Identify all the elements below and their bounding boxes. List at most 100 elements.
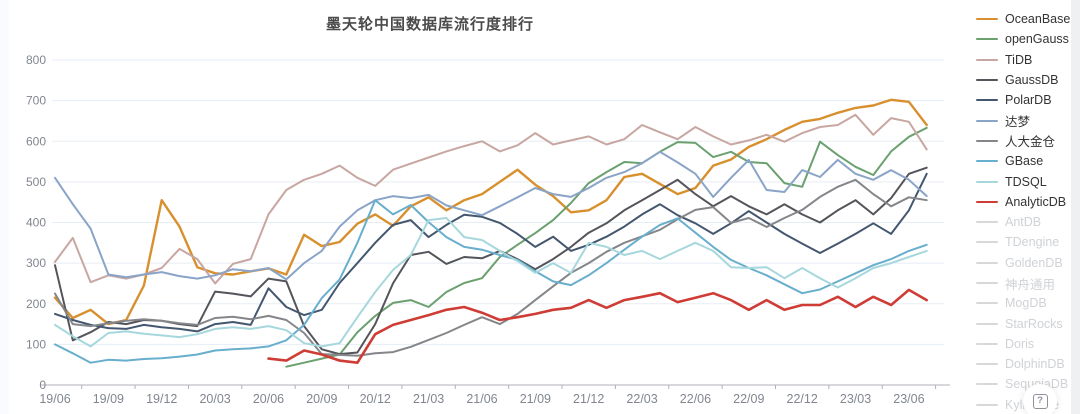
legend-line-swatch: [976, 38, 998, 41]
x-axis-tick-label: 20/09: [306, 392, 337, 406]
legend-line-swatch: [976, 363, 998, 366]
legend-line-swatch: [976, 403, 998, 406]
legend-label: MogDB: [1005, 296, 1047, 311]
series-line-TiDB: [54, 113, 928, 285]
series-line-人大金仓: [54, 178, 928, 357]
chart-title: 墨天轮中国数据库流行度排行: [325, 16, 534, 33]
x-axis-tick-label: 19/12: [146, 392, 177, 406]
legend-line-swatch: [976, 221, 998, 224]
x-axis-tick-label: 19/06: [39, 392, 70, 406]
series-line-AnalyticDB: [267, 288, 929, 365]
legend-item-TDSQL[interactable]: TDSQL: [976, 171, 1076, 191]
legend-label: openGauss: [1005, 32, 1069, 47]
chart-legend: OceanBase openGauss TiDB GaussDB PolarDB 达梦人大…: [976, 9, 1076, 414]
legend-line-swatch: [976, 342, 998, 345]
series-line-GBase: [54, 199, 928, 364]
legend-line-swatch: [976, 302, 998, 305]
x-axis-tick-label: 21/03: [413, 392, 444, 406]
x-axis-tick-label: 20/03: [199, 392, 230, 406]
x-axis-tick-label: 22/03: [626, 392, 657, 406]
y-axis-tick-label: 700: [26, 94, 46, 108]
legend-line-swatch: [976, 79, 998, 82]
legend-label: GoldenDB: [1005, 255, 1063, 270]
legend-item-GaussDB[interactable]: GaussDB: [976, 70, 1076, 90]
y-axis-tick-label: 500: [26, 175, 46, 189]
legend-item-GoldenDB[interactable]: GoldenDB: [976, 253, 1076, 273]
question-icon: ?: [1032, 393, 1048, 409]
legend-item-神舟通用[interactable]: 神舟通用: [976, 273, 1076, 293]
y-axis-tick-label: 0: [39, 378, 46, 392]
legend-line-swatch: [976, 180, 998, 183]
x-axis-tick-label: 22/12: [787, 392, 818, 406]
legend-label: 人大金仓: [1005, 135, 1056, 150]
legend-item-TiDB[interactable]: TiDB: [976, 50, 1076, 70]
legend-line-swatch: [976, 18, 998, 21]
legend-item-TDengine[interactable]: TDengine: [976, 232, 1076, 252]
y-axis-tick-label: 800: [26, 53, 46, 67]
x-axis-tick-label: 21/09: [520, 392, 551, 406]
legend-item-MogDB[interactable]: MogDB: [976, 293, 1076, 313]
x-axis-tick-label: 20/12: [360, 392, 391, 406]
help-button[interactable]: ?: [1023, 384, 1057, 414]
y-axis-tick-label: 400: [26, 216, 46, 230]
legend-item-GBase[interactable]: GBase: [976, 151, 1076, 171]
legend-line-swatch: [976, 241, 998, 244]
legend-label: GBase: [1005, 154, 1044, 169]
legend-label: TDengine: [1005, 235, 1060, 250]
legend-line-swatch: [976, 58, 998, 61]
legend-item-AnalyticDB[interactable]: AnalyticDB: [976, 192, 1076, 212]
x-axis-tick-label: 19/09: [93, 392, 124, 406]
legend-line-swatch: [976, 160, 998, 163]
x-axis-tick-label: 23/06: [893, 392, 924, 406]
legend-item-PolarDB[interactable]: PolarDB: [976, 90, 1076, 110]
legend-item-OceanBase[interactable]: OceanBase: [976, 9, 1076, 29]
legend-label: GaussDB: [1005, 73, 1059, 88]
legend-label: StarRocks: [1005, 316, 1063, 331]
y-axis-tick-label: 200: [26, 297, 46, 311]
legend-item-StarRocks[interactable]: StarRocks: [976, 313, 1076, 333]
right-edge-strip: [1071, 0, 1080, 414]
legend-label: OceanBase: [1005, 12, 1071, 27]
x-axis-tick-label: 21/06: [466, 392, 497, 406]
legend-label: TiDB: [1005, 52, 1033, 67]
x-axis-tick-label: 21/12: [573, 392, 604, 406]
y-axis-tick-label: 100: [26, 337, 46, 351]
legend-line-swatch: [976, 322, 998, 325]
series-line-OceanBase: [53, 98, 928, 326]
x-axis-tick-label: 23/03: [840, 392, 871, 406]
legend-label: DolphinDB: [1005, 357, 1065, 372]
y-axis-tick-label: 300: [26, 256, 46, 270]
legend-line-swatch: [976, 200, 998, 203]
legend-label: 达梦: [1005, 115, 1031, 130]
series-line-openGauss: [285, 126, 928, 368]
legend-label: AnalyticDB: [1005, 194, 1067, 209]
legend-label: 神舟通用: [1005, 277, 1056, 292]
series-line-TDSQL: [54, 217, 928, 348]
legend-line-swatch: [976, 282, 998, 284]
legend-line-swatch: [976, 261, 998, 264]
legend-item-Doris[interactable]: Doris: [976, 334, 1076, 354]
legend-item-DolphinDB[interactable]: DolphinDB: [976, 354, 1076, 374]
legend-line-swatch: [976, 99, 998, 102]
series-line-PolarDB: [54, 172, 928, 333]
legend-line-swatch: [976, 139, 998, 142]
x-axis-tick-label: 22/09: [733, 392, 764, 406]
x-axis-tick-label: 20/06: [253, 392, 284, 406]
legend-item-openGauss[interactable]: openGauss: [976, 29, 1076, 49]
legend-label: Doris: [1005, 336, 1035, 351]
legend-label: AntDB: [1005, 215, 1042, 230]
legend-item-人大金仓[interactable]: 人大金仓: [976, 131, 1076, 151]
legend-item-达梦[interactable]: 达梦: [976, 110, 1076, 130]
legend-item-AntDB[interactable]: AntDB: [976, 212, 1076, 232]
left-edge-strip: [0, 0, 9, 414]
x-axis-tick-label: 22/06: [680, 392, 711, 406]
legend-line-swatch: [976, 119, 998, 122]
series-line-GaussDB: [54, 166, 928, 356]
series-line-达梦: [54, 150, 928, 281]
legend-label: PolarDB: [1005, 93, 1052, 108]
legend-label: TDSQL: [1005, 174, 1047, 189]
y-axis-tick-label: 600: [26, 134, 46, 148]
legend-line-swatch: [976, 383, 998, 386]
